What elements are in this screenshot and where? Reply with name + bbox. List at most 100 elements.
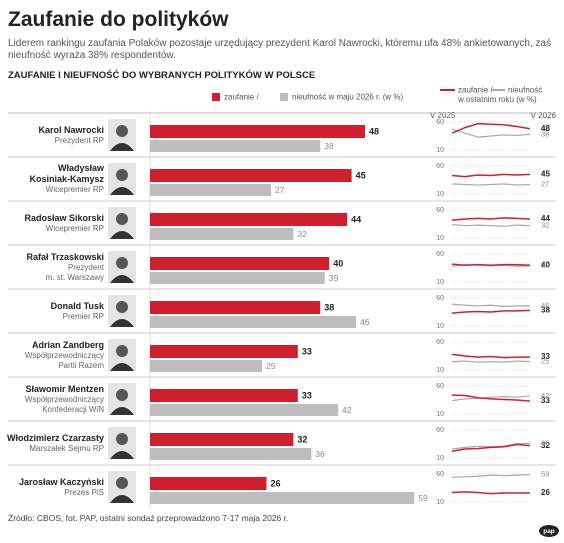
bar: [150, 345, 298, 358]
politician-name: Karol Nawrocki: [38, 124, 104, 135]
politician-role: Współprzewodniczący Konfederacji WiN: [24, 394, 104, 414]
photo-body: [110, 231, 134, 239]
logo-badge: [539, 525, 559, 537]
x-label: V 2026: [531, 111, 557, 120]
trend-line: [451, 491, 530, 495]
politician-name: Rafał Trzaskowski: [26, 251, 104, 262]
y-tick-label: 10: [436, 191, 444, 198]
politician-role: Prezes PiS: [64, 487, 104, 497]
bar: [150, 389, 298, 402]
trend-line: [451, 217, 531, 221]
value-label: 44: [351, 214, 361, 224]
trend-line: [451, 394, 531, 402]
value-label: 48: [369, 126, 379, 136]
photo-body: [110, 363, 134, 371]
politician-name: Włodzimierz Czarzasty: [6, 432, 104, 443]
politician-label: Włodzimierz Czarzasty Marszałek Sejmu RP: [4, 421, 104, 465]
photo-body: [110, 451, 134, 459]
legend-label: nieufność: [508, 86, 542, 95]
photo-body: [110, 319, 134, 327]
value-label: 33: [302, 346, 312, 356]
politician-name: Władysław Kosiniak-Kamysz: [29, 163, 104, 184]
y-tick-label: 60: [436, 251, 444, 258]
politician-label: Władysław Kosiniak-Kamysz Wicepremier RP: [4, 157, 104, 201]
trend-end-label: 40: [541, 260, 550, 269]
bar: [150, 477, 267, 490]
value-label: 27: [275, 185, 285, 195]
value-label: 38: [324, 302, 334, 312]
trend-end-label: 59: [541, 470, 549, 479]
value-label: 33: [302, 390, 312, 400]
politician-role: Prezydent m. st. Warszawy: [45, 262, 104, 282]
trend-end-label: 27: [541, 179, 549, 188]
bar: [150, 301, 321, 314]
politician-role: Marszałek Sejmu RP: [29, 443, 104, 453]
trend-end-label: 44: [541, 214, 550, 223]
trend-end-label: 33: [541, 352, 550, 361]
bar: [150, 169, 352, 182]
value-label: 36: [315, 449, 325, 459]
trend-line: [451, 473, 531, 478]
legend-swatch: [280, 93, 288, 101]
logo: pap: [543, 528, 555, 535]
trend-end-label: 38: [541, 129, 549, 138]
y-tick-label: 60: [436, 383, 444, 390]
trend-line: [451, 128, 531, 138]
value-label: 42: [342, 405, 352, 415]
y-tick-label: 60: [436, 295, 444, 302]
politician-label: Rafał Trzaskowski Prezydent m. st. Warsza…: [4, 245, 104, 289]
legend-swatch: [212, 93, 220, 101]
bar: [150, 213, 348, 226]
value-label: 26: [270, 478, 280, 488]
trend-end-label: 26: [541, 488, 550, 497]
bar: [150, 433, 294, 446]
legend-label: zaufanie /: [224, 93, 259, 102]
value-label: 39: [329, 273, 339, 283]
photo-head: [116, 433, 128, 445]
y-tick-label: 10: [436, 411, 444, 418]
trend-end-label: 46: [541, 301, 549, 310]
photo-head: [116, 169, 128, 181]
subtitle: Liderem rankingu zaufania Polaków pozost…: [8, 38, 552, 61]
value-label: 45: [356, 170, 366, 180]
trend-line: [451, 395, 531, 402]
photo-body: [110, 495, 134, 503]
bar: [150, 257, 330, 270]
y-tick-label: 10: [436, 279, 444, 286]
photo-body: [110, 275, 134, 283]
trend-line: [451, 353, 530, 359]
y-tick-label: 10: [436, 367, 444, 374]
trend-end-label: 38: [541, 305, 550, 314]
photo-head: [116, 125, 128, 137]
trend-line: [451, 443, 531, 453]
trend-end-label: 36: [541, 438, 549, 447]
photo-head: [116, 345, 128, 357]
trend-end-label: 42: [541, 391, 549, 400]
politician-label: Karol Nawrocki Prezydent RP: [4, 113, 104, 157]
photo-head: [116, 389, 128, 401]
politician-label: Donald Tusk Premier RP: [4, 289, 104, 333]
y-tick-label: 60: [436, 339, 444, 346]
title: Zaufanie do polityków: [8, 8, 229, 31]
trend-line: [451, 303, 530, 308]
trend-end-label: 39: [541, 261, 549, 270]
y-tick-label: 10: [436, 323, 444, 330]
bar: [150, 125, 366, 138]
photo-head: [116, 213, 128, 225]
bar: [150, 404, 339, 416]
bar: [150, 316, 357, 328]
trend-line: [451, 309, 531, 314]
bar: [150, 184, 271, 196]
politician-name: Sławomir Mentzen: [25, 383, 104, 394]
trend-end-label: 32: [541, 441, 550, 450]
politician-role: Wicepremier RP: [45, 185, 104, 194]
value-label: 40: [333, 258, 343, 268]
chart-title: ZAUFANIE I NIEUFNOŚĆ DO WYBRANYCH POLITY…: [8, 70, 316, 81]
legend-label: zaufanie /: [458, 86, 493, 95]
trend-line: [451, 263, 531, 266]
y-tick-label: 60: [436, 471, 444, 478]
trend-line: [451, 223, 531, 227]
value-label: 32: [297, 229, 307, 239]
